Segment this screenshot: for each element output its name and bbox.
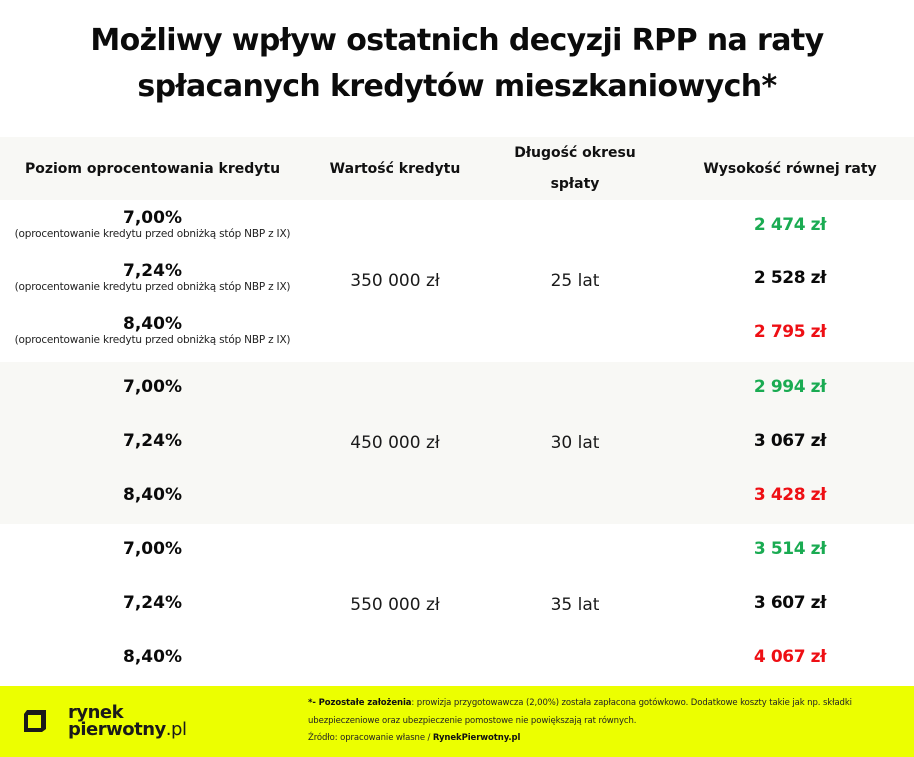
rate-value: 7,00% [123,539,182,559]
rate-note: (oprocentowanie kredytu przed obniżką st… [14,334,291,346]
rate-value: 7,24% [123,261,182,281]
page-title: Możliwy wpływ ostatnich decyzji RPP na r… [0,18,914,110]
rate-note: (oprocentowanie kredytu przed obniżką st… [14,281,291,293]
table-group-550000: 7,00% 7,24% 8,40% 550 000 zł 35 lat 3 51… [0,524,914,686]
rate-cell: 8,40% [0,647,305,667]
rate-cell: 7,24% [0,593,305,613]
rate-value: 8,40% [123,647,182,667]
title-line-1: Możliwy wpływ ostatnich decyzji RPP na r… [90,23,824,58]
rate-cell: 7,24% [0,431,305,451]
logo-line-2: pierwotny [68,719,166,740]
table-group-350000: 7,00% (oprocentowanie kredytu przed obni… [0,200,914,362]
rate-cell: 7,00% [0,539,305,559]
rate-cell: 7,00% [0,377,305,397]
header-length-line-2: spłaty [550,175,600,192]
installment-high: 3 428 zł [753,485,827,505]
loan-length: 25 lat [550,271,600,291]
rate-note: (oprocentowanie kredytu przed obniżką st… [14,228,291,240]
footnotes: *- Pozostałe założenia: prowizja przygot… [308,695,908,748]
installment-mid: 3 067 zł [753,431,827,451]
cube-logo-icon [24,710,46,732]
installment-mid: 3 607 zł [753,593,827,613]
table-group-450000: 7,00% 7,24% 8,40% 450 000 zł 30 lat 2 99… [0,362,914,524]
installment-table: Poziom oprocentowania kredytu Wartość kr… [0,137,914,686]
rate-cell: 7,00% (oprocentowanie kredytu przed obni… [0,208,305,241]
loan-value: 350 000 zł [350,271,440,291]
header-length: Długość okresu spłaty [485,137,665,200]
footer: rynek pierwotny.pl *- Pozostałe założeni… [0,686,914,757]
header-rate: Poziom oprocentowania kredytu [24,160,281,177]
source-brand: RynekPierwotny.pl [432,733,521,743]
assumptions-text-1: : prowizja przygotowawcza (2,00%) został… [411,698,852,708]
rate-value: 8,40% [123,485,182,505]
rate-cell: 8,40% (oprocentowanie kredytu przed obni… [0,314,305,347]
installment-low: 2 994 zł [753,377,827,397]
loan-length: 30 lat [550,433,600,453]
logo-line-1: rynek [68,702,124,723]
logo-suffix: .pl [165,719,187,740]
rate-cell: 8,40% [0,485,305,505]
source-note: Źródło: opracowanie własne / RynekPierwo… [308,730,908,748]
brand-logo: rynek pierwotny.pl [22,702,187,740]
loan-value: 450 000 zł [350,433,440,453]
assumptions-text-2: ubezpieczeniowe oraz ubezpieczenie pomos… [308,715,637,726]
table-header: Poziom oprocentowania kredytu Wartość kr… [0,137,914,200]
installment-mid: 2 528 zł [753,268,827,288]
title-line-2: spłacanych kredytów mieszkaniowych* [137,69,777,104]
header-installment: Wysokość równej raty [703,160,877,177]
header-value: Wartość kredytu [329,160,461,177]
rate-value: 7,24% [123,431,182,451]
assumptions-note: *- Pozostałe założenia: prowizja przygot… [308,695,908,713]
rate-value: 7,00% [123,377,182,397]
logo-text: rynek pierwotny.pl [68,702,187,740]
loan-value: 550 000 zł [350,595,440,615]
loan-length: 35 lat [550,595,600,615]
assumptions-label: *- Pozostałe założenia [308,698,412,708]
rate-value: 7,24% [123,593,182,613]
rate-value: 7,00% [123,208,182,228]
installment-high: 2 795 zł [753,322,827,342]
installment-low: 3 514 zł [753,539,827,559]
rate-cell: 7,24% (oprocentowanie kredytu przed obni… [0,261,305,294]
header-length-line-1: Długość okresu [514,144,636,161]
installment-low: 2 474 zł [753,215,827,235]
source-label: Źródło: opracowanie własne / [308,733,433,743]
rate-value: 8,40% [123,314,182,334]
installment-high: 4 067 zł [753,647,827,667]
